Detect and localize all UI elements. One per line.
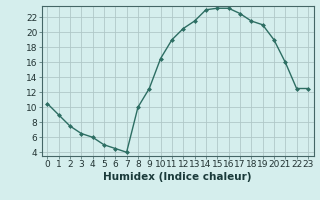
X-axis label: Humidex (Indice chaleur): Humidex (Indice chaleur) xyxy=(103,172,252,182)
